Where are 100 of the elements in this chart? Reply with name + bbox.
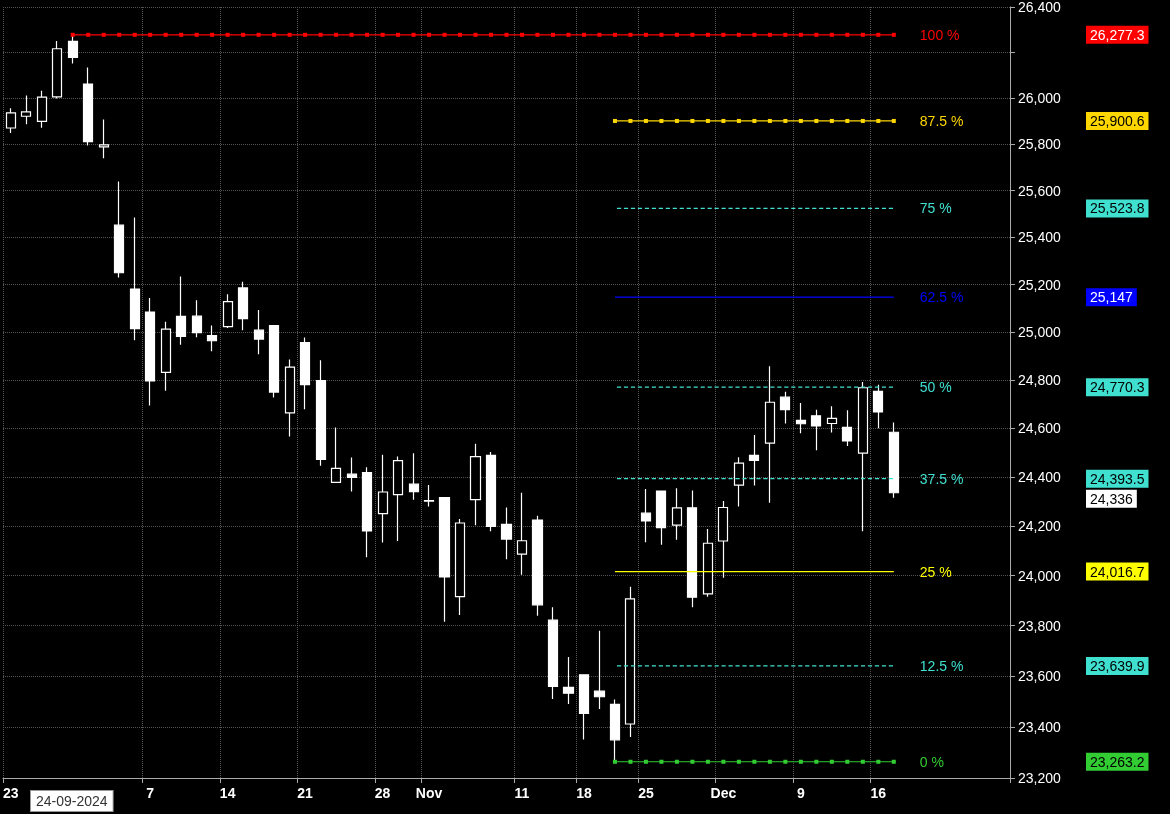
candlestick	[485, 451, 497, 532]
point	[798, 32, 803, 37]
point	[814, 759, 819, 764]
candlestick	[469, 443, 482, 526]
candlestick	[346, 456, 358, 493]
candlestick	[779, 391, 791, 425]
point	[287, 32, 292, 37]
point	[860, 32, 865, 37]
y-tick-label: 25,200	[1018, 276, 1062, 293]
text: 24,770.3	[1090, 379, 1145, 396]
x-tick-label: 7	[146, 785, 155, 801]
point	[489, 32, 494, 37]
point	[86, 32, 91, 37]
candlestick	[98, 118, 110, 159]
x-tick-label: Nov	[415, 785, 443, 801]
point	[225, 32, 230, 37]
candlestick	[144, 297, 156, 407]
point	[179, 32, 184, 37]
y-tick-label: 26,400	[1018, 0, 1062, 15]
y-tick-label: 24,000	[1018, 567, 1062, 584]
candlestick	[408, 452, 420, 501]
point	[736, 32, 741, 37]
point	[814, 32, 819, 37]
point	[829, 118, 834, 123]
candlestick	[299, 336, 311, 410]
y-tick-label: 24,800	[1018, 372, 1062, 389]
y-tick-label: 26,000	[1018, 90, 1062, 107]
text: 25,147	[1090, 289, 1134, 306]
point	[829, 32, 834, 37]
point	[736, 118, 741, 123]
point	[690, 32, 695, 37]
series-label: 100 %	[919, 26, 960, 43]
point	[349, 32, 354, 37]
point	[628, 32, 633, 37]
point	[148, 32, 153, 37]
point	[101, 32, 106, 37]
candlestick	[51, 40, 63, 100]
y-tick-label: 25,400	[1018, 229, 1062, 246]
candlestick	[748, 434, 760, 486]
y-tick-label: 23,800	[1018, 617, 1062, 634]
candlestick	[377, 454, 389, 544]
candlestick	[578, 673, 590, 741]
point	[365, 32, 370, 37]
x-tick-label: 25	[638, 785, 654, 801]
series-label: 25 %	[919, 563, 952, 580]
point	[876, 32, 881, 37]
series-label: 37.5 %	[919, 470, 964, 487]
candlestick	[624, 586, 636, 738]
point	[303, 32, 308, 37]
text: 26,277.3	[1090, 26, 1145, 43]
x-tick-label: 11	[514, 785, 530, 801]
point	[612, 32, 617, 37]
candlestick	[284, 358, 296, 437]
candlestick	[872, 384, 884, 429]
point	[705, 118, 710, 123]
y-tick-label: 24,400	[1018, 469, 1062, 486]
point	[783, 118, 788, 123]
point	[891, 32, 896, 37]
text: 23,263.2	[1090, 753, 1145, 770]
point	[643, 32, 648, 37]
point	[814, 118, 819, 123]
x-tick-label: Dec	[710, 785, 737, 801]
point	[210, 32, 215, 37]
point	[117, 32, 122, 37]
candlestick	[841, 409, 853, 447]
point	[458, 32, 463, 37]
point	[860, 118, 865, 123]
candlestick	[330, 426, 342, 484]
candlestick	[237, 281, 249, 331]
point	[767, 32, 772, 37]
candlestick	[733, 456, 745, 508]
point	[411, 32, 416, 37]
candlestick	[361, 466, 373, 558]
point	[396, 32, 401, 37]
point	[798, 118, 803, 123]
candlestick	[888, 421, 900, 499]
point	[520, 32, 524, 37]
point	[721, 32, 726, 37]
point	[427, 32, 432, 37]
point	[643, 118, 648, 123]
point	[194, 32, 199, 37]
candlestick	[191, 299, 203, 338]
x-tick-label: 16	[870, 785, 887, 801]
candlestick	[593, 630, 606, 710]
point	[891, 118, 896, 123]
x-tick-label: 23	[2, 785, 19, 801]
point	[690, 759, 695, 764]
candlestick	[655, 490, 667, 546]
text: 24,016.7	[1090, 563, 1145, 580]
y-tick-label: 24,600	[1018, 420, 1062, 437]
candlestick	[810, 409, 822, 451]
point	[690, 118, 695, 123]
candlestick	[717, 500, 729, 579]
candlestick	[175, 275, 187, 346]
y-tick-label: 25,600	[1018, 182, 1062, 199]
candlestick	[82, 66, 94, 147]
point	[628, 118, 633, 123]
point	[876, 759, 881, 764]
point	[829, 759, 834, 764]
point	[674, 32, 679, 37]
